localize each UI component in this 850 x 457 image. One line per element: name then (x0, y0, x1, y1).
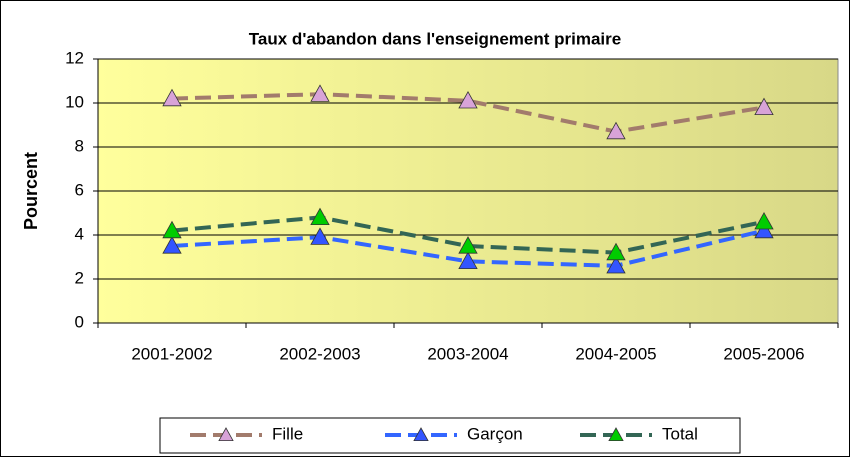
y-axis-label: Pourcent (21, 152, 41, 230)
legend-label: Fille (272, 424, 303, 443)
x-tick-label: 2004-2005 (575, 344, 656, 363)
legend-marker (413, 427, 429, 442)
marker (754, 220, 774, 239)
y-tick-label: 6 (75, 180, 84, 199)
x-tick-label: 2001-2002 (131, 344, 212, 363)
marker (458, 251, 478, 270)
marker (310, 227, 330, 245)
marker (310, 84, 330, 102)
marker (606, 242, 626, 261)
marker (162, 88, 182, 107)
legend-label: Garçon (467, 424, 523, 443)
marker (754, 211, 774, 230)
marker (606, 121, 626, 140)
y-tick-label: 4 (75, 224, 84, 243)
y-tick-label: 12 (65, 48, 84, 67)
y-tick-label: 0 (75, 312, 84, 331)
y-tick-label: 2 (75, 268, 84, 287)
marker (458, 236, 478, 254)
marker (162, 220, 182, 239)
marker (754, 97, 774, 115)
x-tick-label: 2005-2006 (723, 344, 804, 363)
y-tick-label: 8 (75, 136, 84, 155)
chart-title: Taux d'abandon dans l'enseignement prima… (249, 29, 621, 48)
x-tick-label: 2003-2004 (427, 344, 508, 363)
marker (162, 236, 182, 254)
series-line (171, 92, 765, 134)
marker (310, 207, 330, 226)
y-tick-label: 10 (65, 92, 84, 111)
legend (159, 417, 741, 454)
marker (458, 90, 478, 109)
legend-marker (218, 427, 234, 442)
legend-label: Total (662, 424, 698, 443)
x-tick-label: 2002-2003 (279, 344, 360, 363)
legend-marker (608, 427, 624, 442)
series-line (171, 228, 765, 268)
marker (606, 255, 626, 274)
